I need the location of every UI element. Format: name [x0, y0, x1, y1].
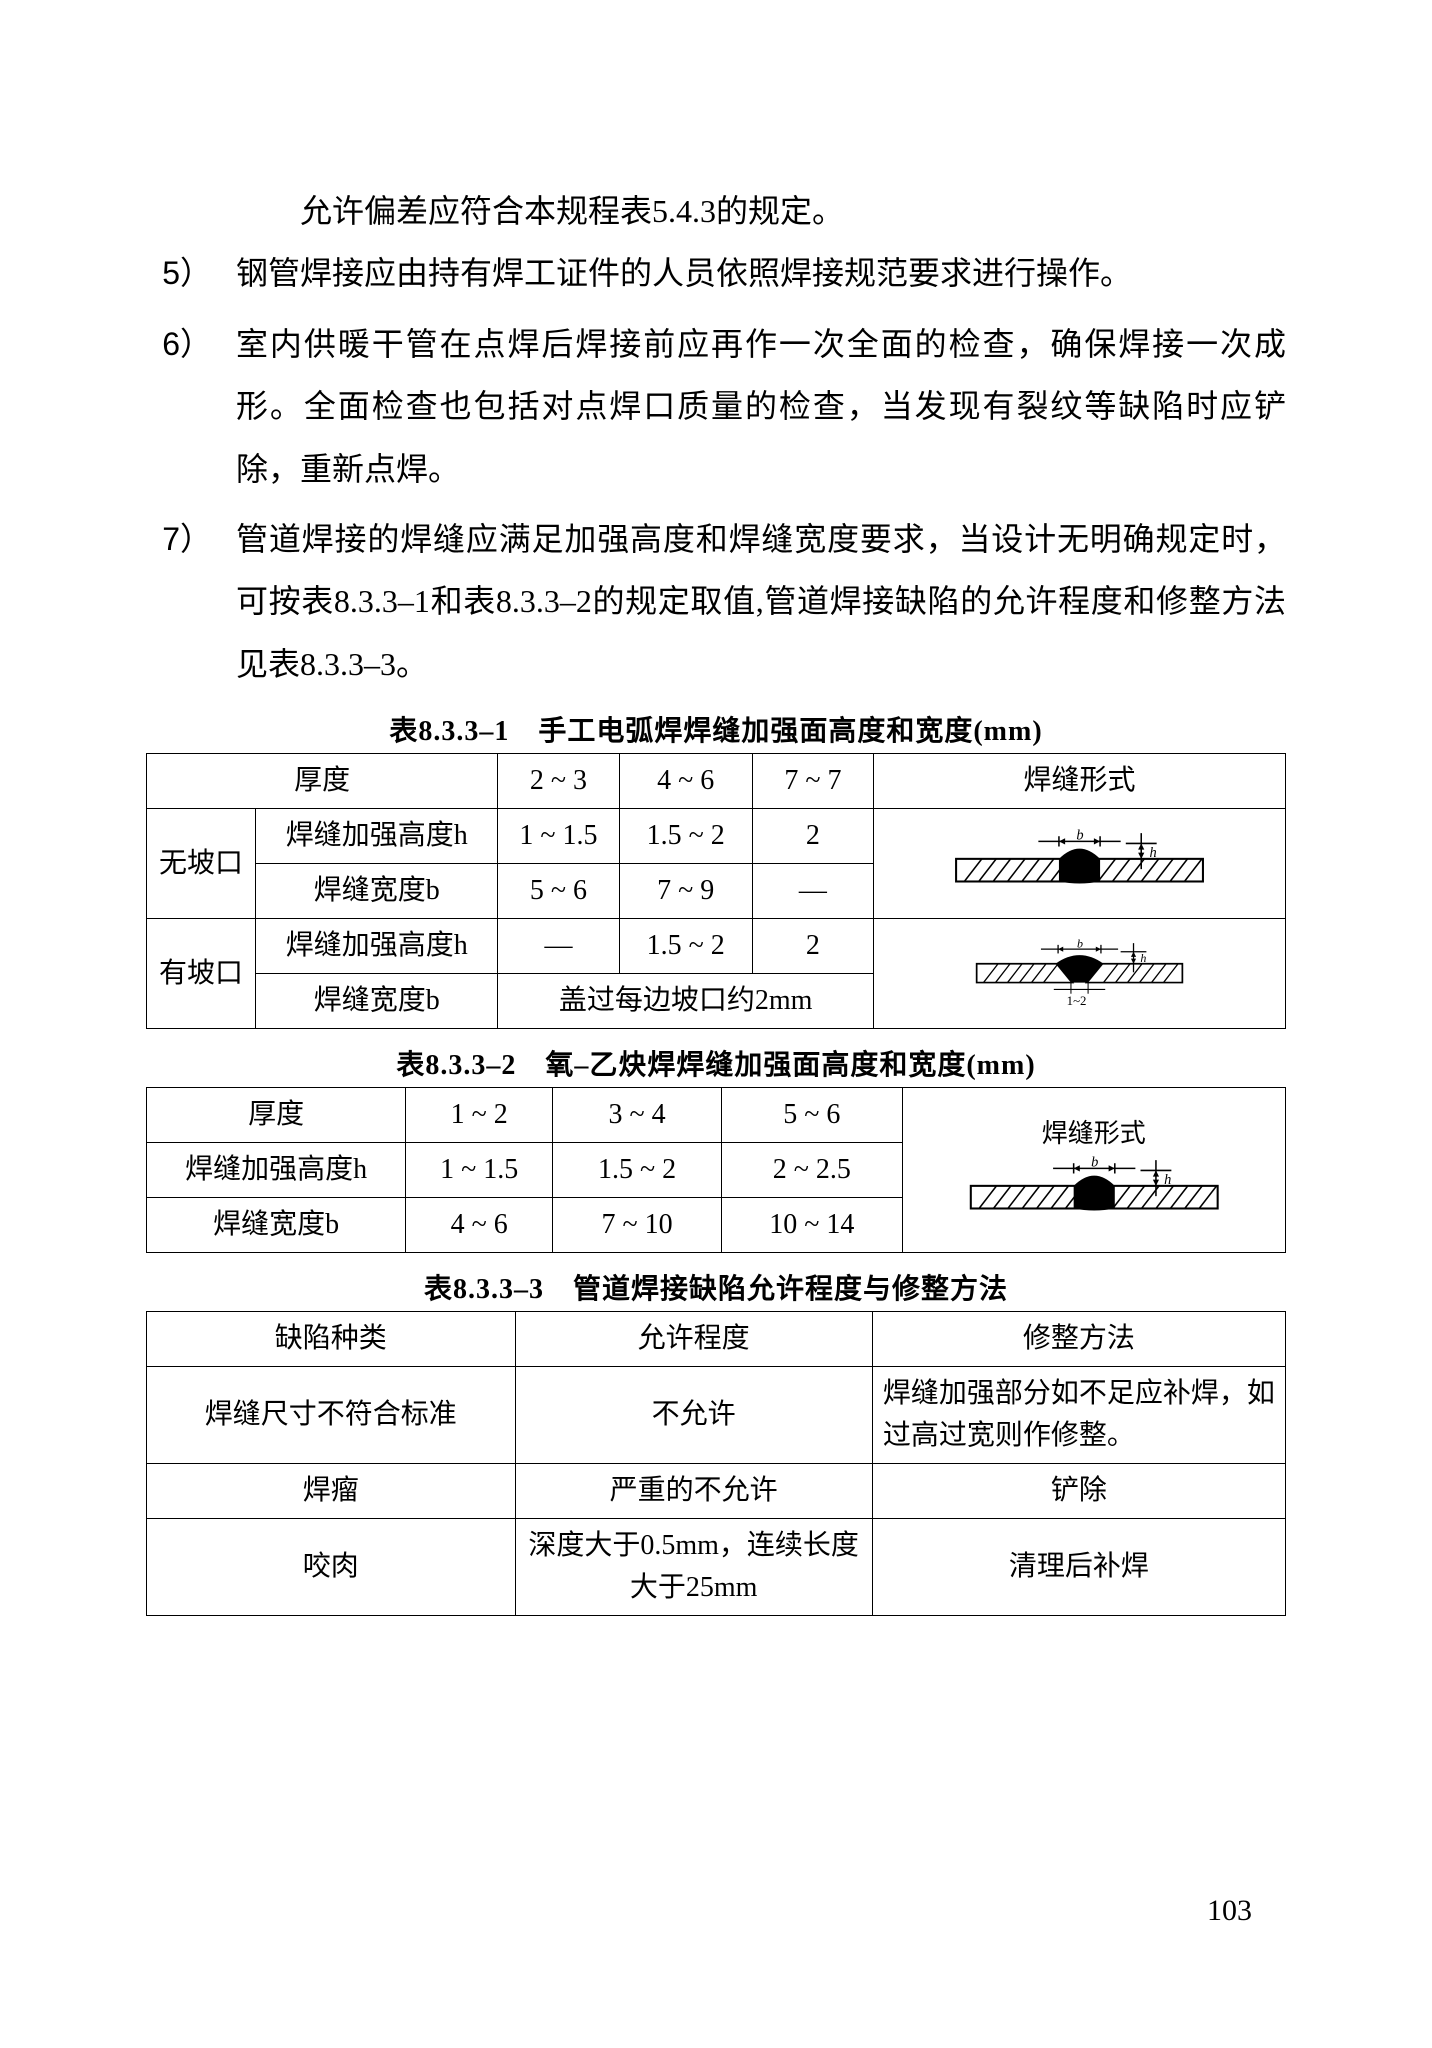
cell: 焊缝宽度b	[256, 974, 498, 1029]
cell: 1 ~ 2	[406, 1088, 553, 1143]
cell: 允许程度	[515, 1312, 872, 1367]
cell: —	[498, 919, 619, 974]
table-row: 有坡口 焊缝加强高度h — 1.5 ~ 2 2 b	[147, 919, 1286, 974]
cell: 2	[752, 919, 873, 974]
cell: 焊缝形式	[873, 754, 1285, 809]
table1: 厚度 2 ~ 3 4 ~ 6 7 ~ 7 焊缝形式 无坡口 焊缝加强高度h 1 …	[146, 753, 1286, 1029]
table3-title: 表8.3.3–3 管道焊接缺陷允许程度与修整方法	[146, 1267, 1286, 1307]
svg-text:b: b	[1076, 828, 1083, 843]
weld-diagram-cell: b h	[873, 809, 1285, 919]
cell: 无坡口	[147, 809, 256, 919]
list-item-5: 5） 钢管焊接应由持有焊工证件的人员依照焊接规范要求进行操作。	[146, 242, 1286, 304]
cell: 1 ~ 1.5	[498, 809, 619, 864]
weld-diagram-no-bevel-icon: b h	[878, 828, 1281, 900]
svg-text:b: b	[1077, 938, 1083, 950]
item-number: 7）	[146, 508, 236, 695]
cell: 5 ~ 6	[498, 864, 619, 919]
item-text: 钢管焊接应由持有焊工证件的人员依照焊接规范要求进行操作。	[236, 242, 1286, 304]
weld-diagram-cell: b h	[873, 919, 1285, 1029]
weld-diagram-bevel-icon: b h	[878, 938, 1281, 1010]
item-number: 5）	[146, 242, 236, 304]
svg-text:1~2: 1~2	[1067, 993, 1087, 1007]
cell: 不允许	[515, 1367, 872, 1464]
cell: 1 ~ 1.5	[406, 1143, 553, 1198]
cell-label: 焊缝形式	[907, 1114, 1281, 1153]
cell: 7 ~ 10	[552, 1198, 721, 1253]
weld-diagram-cell: 焊缝形式 b h	[902, 1088, 1285, 1253]
table-row: 咬肉 深度大于0.5mm，连续长度大于25mm 清理后补焊	[147, 1519, 1286, 1616]
cell: 铲除	[872, 1464, 1285, 1519]
cell: 焊缝加强部分如不足应补焊，如过高过宽则作修整。	[872, 1367, 1285, 1464]
cell: 1.5 ~ 2	[619, 919, 752, 974]
table-row: 厚度 1 ~ 2 3 ~ 4 5 ~ 6 焊缝形式 b	[147, 1088, 1286, 1143]
item-number: 6）	[146, 313, 236, 500]
cell: 厚度	[147, 1088, 406, 1143]
table-row: 缺陷种类 允许程度 修整方法	[147, 1312, 1286, 1367]
list-item-7: 7） 管道焊接的焊缝应满足加强高度和焊缝宽度要求，当设计无明确规定时，可按表8.…	[146, 508, 1286, 695]
cell: 1.5 ~ 2	[552, 1143, 721, 1198]
cell: 焊缝加强高度h	[147, 1143, 406, 1198]
cell: 10 ~ 14	[722, 1198, 902, 1253]
cell: 严重的不允许	[515, 1464, 872, 1519]
cell: 修整方法	[872, 1312, 1285, 1367]
cell: 厚度	[147, 754, 498, 809]
page-content: 允许偏差应符合本规程表5.4.3的规定。 5） 钢管焊接应由持有焊工证件的人员依…	[146, 180, 1286, 1616]
table-row: 无坡口 焊缝加强高度h 1 ~ 1.5 1.5 ~ 2 2 b	[147, 809, 1286, 864]
cell: 2 ~ 2.5	[722, 1143, 902, 1198]
cell: 清理后补焊	[872, 1519, 1285, 1616]
cell: 4 ~ 6	[619, 754, 752, 809]
cell: 焊缝宽度b	[147, 1198, 406, 1253]
table3: 缺陷种类 允许程度 修整方法 焊缝尺寸不符合标准 不允许 焊缝加强部分如不足应补…	[146, 1311, 1286, 1616]
cell: 焊瘤	[147, 1464, 516, 1519]
paragraph-continuation: 允许偏差应符合本规程表5.4.3的规定。	[236, 180, 1286, 242]
weld-diagram-no-bevel-icon: b h	[907, 1155, 1281, 1227]
table-row: 厚度 2 ~ 3 4 ~ 6 7 ~ 7 焊缝形式	[147, 754, 1286, 809]
item-text: 室内供暖干管在点焊后焊接前应再作一次全面的检查，确保焊接一次成形。全面检查也包括…	[236, 313, 1286, 500]
cell: 1.5 ~ 2	[619, 809, 752, 864]
cell: 焊缝加强高度h	[256, 809, 498, 864]
table-row: 焊瘤 严重的不允许 铲除	[147, 1464, 1286, 1519]
cell: 5 ~ 6	[722, 1088, 902, 1143]
cell: 焊缝加强高度h	[256, 919, 498, 974]
table-row: 焊缝尺寸不符合标准 不允许 焊缝加强部分如不足应补焊，如过高过宽则作修整。	[147, 1367, 1286, 1464]
table2: 厚度 1 ~ 2 3 ~ 4 5 ~ 6 焊缝形式 b	[146, 1087, 1286, 1253]
table2-title: 表8.3.3–2 氧–乙炔焊焊缝加强面高度和宽度(mm)	[146, 1043, 1286, 1083]
item-text: 管道焊接的焊缝应满足加强高度和焊缝宽度要求，当设计无明确规定时，可按表8.3.3…	[236, 508, 1286, 695]
page-number: 103	[1207, 1894, 1252, 1928]
cell: 3 ~ 4	[552, 1088, 721, 1143]
cell: 焊缝宽度b	[256, 864, 498, 919]
cell: 2	[752, 809, 873, 864]
list-item-6: 6） 室内供暖干管在点焊后焊接前应再作一次全面的检查，确保焊接一次成形。全面检查…	[146, 313, 1286, 500]
cell: 2 ~ 3	[498, 754, 619, 809]
cell: 有坡口	[147, 919, 256, 1029]
cell: 焊缝尺寸不符合标准	[147, 1367, 516, 1464]
cell: 7 ~ 9	[619, 864, 752, 919]
cell: —	[752, 864, 873, 919]
cell: 深度大于0.5mm，连续长度大于25mm	[515, 1519, 872, 1616]
svg-text:b: b	[1091, 1155, 1098, 1170]
cell: 7 ~ 7	[752, 754, 873, 809]
cell: 4 ~ 6	[406, 1198, 553, 1253]
cell: 咬肉	[147, 1519, 516, 1616]
cell: 缺陷种类	[147, 1312, 516, 1367]
cell: 盖过每边坡口约2mm	[498, 974, 874, 1029]
table1-title: 表8.3.3–1 手工电弧焊焊缝加强面高度和宽度(mm)	[146, 709, 1286, 749]
